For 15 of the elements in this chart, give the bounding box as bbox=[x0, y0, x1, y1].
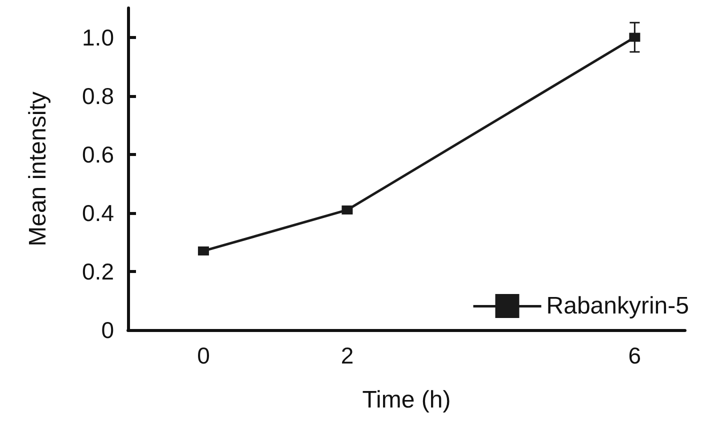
y-tick-label: 0.8 bbox=[82, 82, 114, 109]
y-tick-label: 0 bbox=[101, 317, 114, 343]
y-tick-label: 1.0 bbox=[82, 24, 114, 50]
y-axis-title: Mean intensity bbox=[24, 92, 52, 246]
y-tick-label: 0.6 bbox=[82, 141, 114, 168]
point bbox=[629, 32, 640, 42]
point bbox=[342, 205, 353, 214]
y-tick-label: 0.4 bbox=[82, 200, 114, 226]
x-axis-title: Time (h) bbox=[362, 386, 451, 414]
x-tick-label: 0 bbox=[197, 342, 210, 368]
x-tick-label: 2 bbox=[340, 342, 354, 368]
point bbox=[198, 246, 209, 256]
x-tick-label: 6 bbox=[628, 342, 642, 368]
legend-label: Rabankyrin-5 bbox=[546, 292, 689, 320]
y-tick-label: 0.2 bbox=[82, 258, 114, 284]
